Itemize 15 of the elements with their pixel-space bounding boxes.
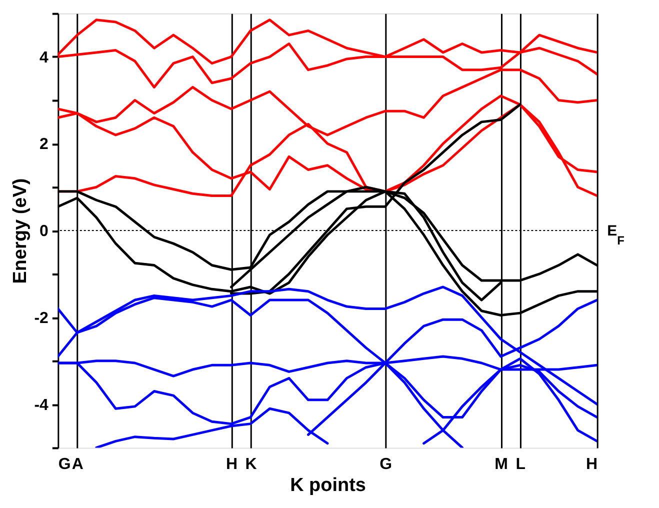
x-tick-label: A (72, 456, 84, 474)
x-tick-label: K (245, 456, 258, 474)
y-tick-label: -4 (34, 396, 49, 414)
y-tick-label: 2 (40, 136, 49, 154)
x-tick-label: M (494, 456, 508, 474)
x-tick-label: G (58, 456, 71, 474)
x-tick-label: L (516, 456, 526, 474)
y-tick-label: -2 (34, 310, 49, 327)
x-tick-label: H (226, 456, 238, 474)
y-axis-title: Energy (eV) (10, 178, 32, 284)
x-tick-label: G (380, 456, 392, 474)
y-tick-label: 4 (40, 49, 49, 66)
x-axis-title: K points (290, 475, 366, 496)
y-tick-label: 0 (40, 223, 49, 240)
x-tick-label: H (586, 456, 598, 474)
